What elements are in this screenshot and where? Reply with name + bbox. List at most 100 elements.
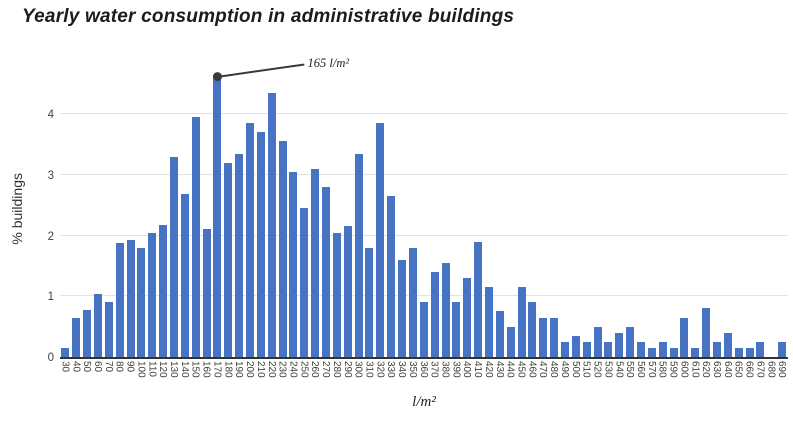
bar-column: 510: [581, 60, 592, 378]
bar[interactable]: [126, 240, 135, 357]
bar[interactable]: [430, 271, 439, 357]
bar[interactable]: [104, 302, 113, 357]
bar[interactable]: [680, 317, 689, 357]
bar-column: 100: [135, 60, 147, 378]
bar[interactable]: [300, 208, 309, 357]
bar[interactable]: [528, 302, 537, 357]
bar-column: 280: [331, 60, 342, 378]
bar[interactable]: [441, 262, 450, 357]
bar-column: 200: [244, 60, 256, 378]
bar[interactable]: [745, 347, 754, 357]
bar[interactable]: [582, 341, 591, 357]
bar[interactable]: [647, 347, 656, 357]
bar[interactable]: [289, 171, 298, 357]
bar[interactable]: [615, 332, 624, 357]
bar[interactable]: [398, 259, 407, 357]
bar[interactable]: [604, 341, 613, 357]
bar-column: 370: [429, 60, 440, 378]
bar[interactable]: [408, 247, 417, 357]
bar[interactable]: [137, 247, 146, 357]
bar-column: 60: [92, 60, 104, 372]
bar[interactable]: [495, 311, 504, 357]
bar[interactable]: [376, 123, 385, 357]
bar[interactable]: [778, 341, 787, 357]
bar[interactable]: [756, 341, 765, 357]
bar[interactable]: [463, 278, 472, 357]
bar[interactable]: [170, 156, 179, 357]
bar[interactable]: [94, 294, 102, 357]
bar[interactable]: [550, 317, 559, 357]
x-tick-label: 440: [504, 361, 516, 378]
bar[interactable]: [235, 153, 244, 357]
bar[interactable]: [517, 287, 526, 357]
bar[interactable]: [626, 326, 635, 357]
bar[interactable]: [636, 341, 645, 357]
x-tick-label: 100: [135, 361, 147, 378]
bar[interactable]: [365, 247, 374, 357]
gridline: [60, 295, 788, 297]
bar[interactable]: [278, 141, 287, 357]
bar[interactable]: [332, 232, 341, 357]
bar[interactable]: [539, 317, 548, 357]
x-tick-label: 620: [700, 361, 712, 378]
bar[interactable]: [734, 347, 743, 357]
bar-column: 150: [190, 60, 201, 378]
x-tick-label: 360: [417, 361, 429, 378]
x-tick-label: 400: [461, 361, 473, 378]
bar-column: 180: [222, 60, 234, 378]
bar[interactable]: [191, 117, 200, 357]
bars-container: 30 40 50 60 70 80 90 100 110 120 130 140 150 160 170 18…: [59, 60, 788, 378]
bar[interactable]: [593, 326, 602, 357]
bar-column: 340: [396, 60, 408, 378]
bar[interactable]: [506, 326, 515, 357]
x-tick-label: 680: [765, 361, 777, 378]
bar-column: 650: [733, 60, 744, 378]
x-tick-label: 340: [396, 361, 408, 378]
bar-column: 550: [624, 60, 636, 378]
bar[interactable]: [246, 123, 255, 357]
bar[interactable]: [712, 341, 721, 357]
x-tick-label: 40: [70, 361, 82, 373]
x-tick-label: 650: [732, 361, 744, 378]
bar[interactable]: [702, 308, 711, 357]
bar[interactable]: [723, 332, 732, 357]
bar[interactable]: [691, 347, 700, 357]
bar[interactable]: [159, 225, 168, 357]
bar[interactable]: [669, 347, 678, 357]
bar[interactable]: [256, 132, 265, 357]
x-tick-label: 580: [656, 361, 668, 378]
bar-column: 660: [744, 60, 755, 378]
bar-column: 480: [548, 60, 560, 378]
bar[interactable]: [83, 309, 92, 357]
x-tick-label: 550: [624, 361, 636, 378]
bar[interactable]: [72, 317, 81, 357]
bar[interactable]: [484, 287, 493, 357]
bar-column: 240: [287, 60, 299, 378]
bar[interactable]: [224, 162, 233, 357]
bar[interactable]: [322, 186, 331, 357]
bar[interactable]: [452, 302, 461, 357]
bar[interactable]: [658, 341, 667, 357]
bar[interactable]: [419, 302, 428, 357]
x-tick-label: 170: [211, 361, 223, 378]
bar[interactable]: [115, 242, 124, 357]
bar[interactable]: [387, 196, 396, 357]
bar[interactable]: [202, 229, 211, 357]
bar[interactable]: [571, 335, 580, 357]
bar-column: 470: [537, 60, 549, 378]
bar[interactable]: [180, 193, 189, 357]
x-tick-label: 310: [363, 361, 375, 378]
bar[interactable]: [213, 74, 222, 357]
x-tick-label: 540: [613, 361, 625, 378]
bar[interactable]: [354, 153, 363, 357]
x-tick-label: 270: [320, 361, 332, 378]
bar[interactable]: [311, 168, 320, 357]
bar[interactable]: [560, 341, 569, 357]
y-tick-label: 1: [47, 291, 54, 304]
gridline: [60, 173, 788, 175]
bar[interactable]: [61, 347, 70, 357]
bar[interactable]: [343, 226, 352, 357]
bar[interactable]: [148, 232, 157, 357]
bar[interactable]: [474, 241, 483, 357]
bar[interactable]: [267, 92, 276, 357]
